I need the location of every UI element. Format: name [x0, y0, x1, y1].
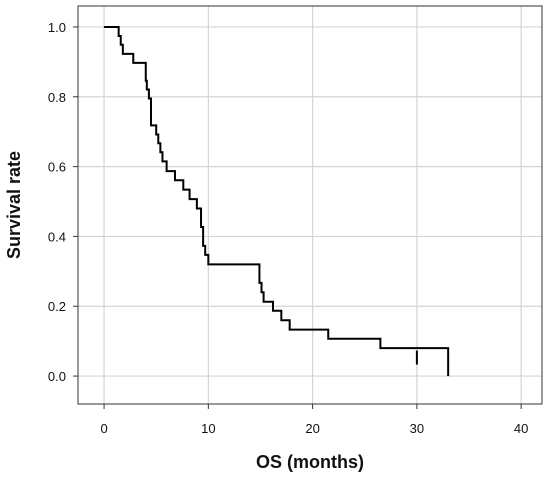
y-tick-label: 0.4 — [48, 229, 66, 244]
grid — [78, 6, 542, 404]
x-tick-label: 10 — [201, 421, 215, 436]
y-tick-label: 0.2 — [48, 299, 66, 314]
x-tick-label: 20 — [305, 421, 319, 436]
y-tick-label: 1.0 — [48, 20, 66, 35]
axes: 0 10 20 30 40 0.0 0.2 0.4 0.6 0.8 1.0 — [48, 20, 528, 436]
y-tick-label: 0.0 — [48, 369, 66, 384]
x-tick-label: 30 — [410, 421, 424, 436]
x-tick-label: 40 — [514, 421, 528, 436]
y-tick-label: 0.6 — [48, 160, 66, 175]
plot-frame — [77, 5, 543, 405]
x-tick-label: 0 — [100, 421, 107, 436]
survival-curve — [104, 25, 450, 377]
series — [104, 25, 450, 377]
x-axis-title: OS (months) — [256, 452, 364, 472]
y-tick-label: 0.8 — [48, 90, 66, 105]
y-axis-title: Survival rate — [4, 151, 24, 259]
